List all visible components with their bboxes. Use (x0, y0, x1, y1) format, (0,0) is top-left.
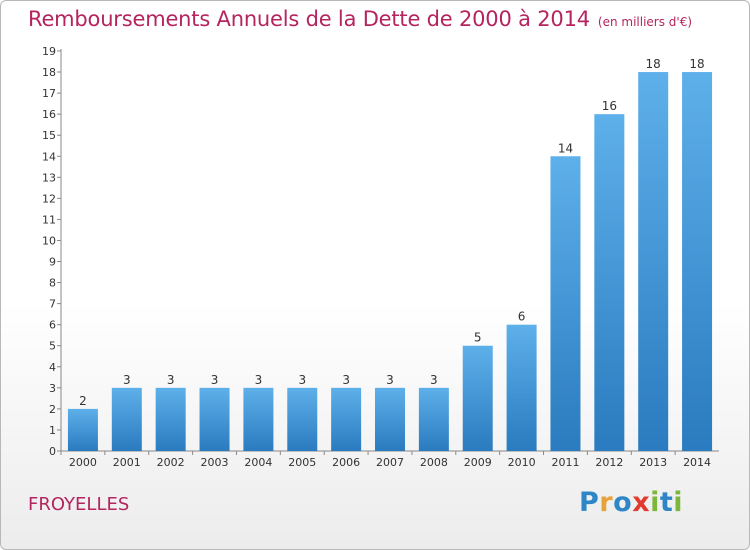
x-tick-label: 2012 (595, 456, 623, 469)
logo-letter: o (613, 487, 633, 518)
y-tick-label: 15 (42, 129, 56, 142)
y-tick-label: 10 (42, 234, 56, 247)
y-tick-label: 6 (49, 319, 56, 332)
bar (594, 114, 625, 451)
data-label: 18 (689, 57, 704, 71)
x-tick-label: 2008 (420, 456, 448, 469)
chart-title: Remboursements Annuels de la Dette de 20… (28, 7, 590, 31)
y-tick-label: 19 (42, 45, 56, 58)
data-label: 3 (123, 373, 131, 387)
y-tick-label: 5 (49, 340, 56, 353)
x-tick-label: 2010 (508, 456, 536, 469)
x-tick-label: 2000 (69, 456, 97, 469)
x-tick-label: 2001 (113, 456, 141, 469)
y-tick-label: 8 (49, 277, 56, 290)
logo-letter: i (673, 487, 684, 518)
x-tick-label: 2004 (244, 456, 272, 469)
chart-title-block: Remboursements Annuels de la Dette de 20… (28, 7, 692, 31)
y-tick-label: 1 (49, 424, 56, 437)
data-label: 3 (167, 373, 175, 387)
y-tick-label: 17 (42, 87, 56, 100)
bar (331, 387, 362, 451)
y-tick-label: 4 (49, 361, 56, 374)
x-tick-label: 2013 (639, 456, 667, 469)
bar (418, 387, 449, 451)
bar (550, 156, 581, 451)
data-label: 5 (474, 331, 482, 345)
y-tick-label: 18 (42, 66, 56, 79)
x-tick-label: 2014 (683, 456, 711, 469)
city-name: FROYELLES (28, 494, 130, 515)
x-tick-label: 2005 (288, 456, 316, 469)
data-label: 18 (646, 57, 661, 71)
bar (287, 387, 318, 451)
x-tick-label: 2007 (376, 456, 404, 469)
data-label: 3 (211, 373, 219, 387)
bar (111, 387, 142, 451)
bar (67, 408, 98, 451)
x-tick-label: 2009 (464, 456, 492, 469)
logo-letter: P (579, 487, 600, 518)
bar (155, 387, 186, 451)
data-label: 3 (430, 373, 438, 387)
data-label: 6 (518, 310, 526, 324)
bar (638, 72, 669, 451)
data-label: 3 (386, 373, 394, 387)
x-tick-label: 2002 (157, 456, 185, 469)
data-label: 3 (298, 373, 306, 387)
y-tick-label: 9 (49, 256, 56, 269)
y-tick-label: 0 (49, 445, 56, 458)
chart-bars (67, 72, 713, 451)
data-label: 16 (602, 99, 617, 113)
logo-letter: x (632, 487, 651, 518)
bar (199, 387, 230, 451)
bar (682, 72, 713, 451)
bar (243, 387, 274, 451)
bar (506, 324, 537, 451)
y-tick-label: 11 (42, 213, 56, 226)
bar (375, 387, 405, 451)
chart-labels: 2000 2 2001 3 2002 3 2003 3 2004 3 2005 3 2006 3 2007 3… (69, 57, 711, 469)
y-tick-label: 14 (42, 150, 56, 163)
logo-letter: i (650, 487, 660, 518)
y-tick-label: 13 (42, 171, 56, 184)
y-tick-label: 16 (42, 108, 56, 121)
data-label: 3 (342, 373, 350, 387)
proxiti-logo: Proxiti (579, 487, 683, 518)
logo-letter: t (659, 487, 674, 518)
data-label: 3 (255, 373, 263, 387)
logo-letter: r (599, 487, 614, 518)
y-tick-label: 2 (49, 403, 56, 416)
chart-unit: (en milliers d'€) (597, 15, 693, 29)
data-label: 2 (79, 394, 87, 408)
y-tick-label: 3 (49, 382, 56, 395)
data-label: 14 (558, 141, 573, 155)
x-tick-label: 2003 (201, 456, 229, 469)
x-tick-label: 2006 (332, 456, 360, 469)
y-tick-label: 12 (42, 192, 56, 205)
bar (462, 345, 493, 451)
x-tick-label: 2011 (551, 456, 579, 469)
y-tick-label: 7 (49, 298, 56, 311)
